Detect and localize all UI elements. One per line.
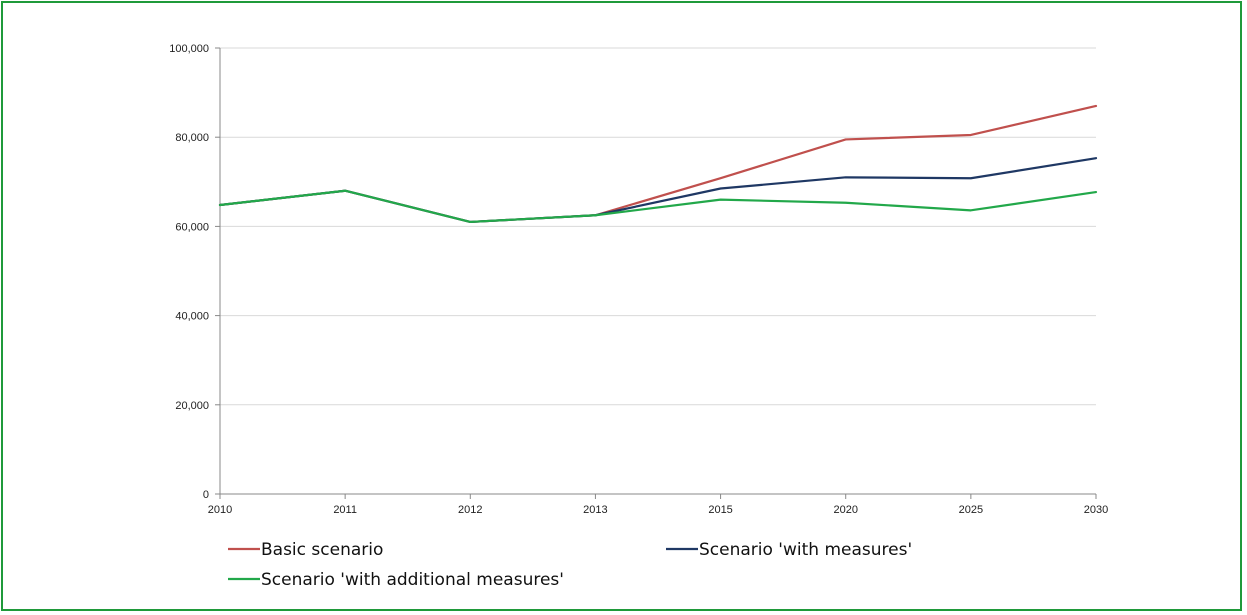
legend-label-2: Scenario 'with measures' [699, 540, 912, 560]
series-line-2 [218, 157, 1098, 224]
y-tick-label: 40,000 [175, 311, 209, 323]
y-tick-label: 0 [203, 489, 209, 501]
gridlines [220, 47, 1096, 406]
y-tick-label: 80,000 [175, 132, 209, 144]
legend: Basic scenario Scenario 'with measures' Sc… [228, 540, 912, 590]
y-tick-label: 60,000 [175, 221, 209, 233]
x-tick-label: 2020 [833, 504, 857, 516]
legend-label-1: Basic scenario [261, 540, 383, 560]
x-tick-label: 2012 [458, 504, 482, 516]
x-tick-label: 2013 [583, 504, 607, 516]
series-line-3 [218, 189, 1098, 224]
series-line-1 [218, 104, 1098, 224]
x-tick-label: 2011 [333, 504, 357, 516]
y-tick-label: 20,000 [175, 400, 209, 412]
x-tick-label: 2025 [959, 504, 983, 516]
y-tick-label: 100,000 [169, 43, 209, 55]
x-tick-label: 2015 [708, 504, 732, 516]
legend-label-3: Scenario 'with additional measures' [261, 570, 564, 590]
axes: 0 20,000 40,000 60,000 80,000 100,000 2010 2011… [169, 43, 1108, 516]
x-tick-label: 2010 [208, 504, 232, 516]
x-tick-label: 2030 [1084, 504, 1108, 516]
series-lines [218, 104, 1098, 224]
